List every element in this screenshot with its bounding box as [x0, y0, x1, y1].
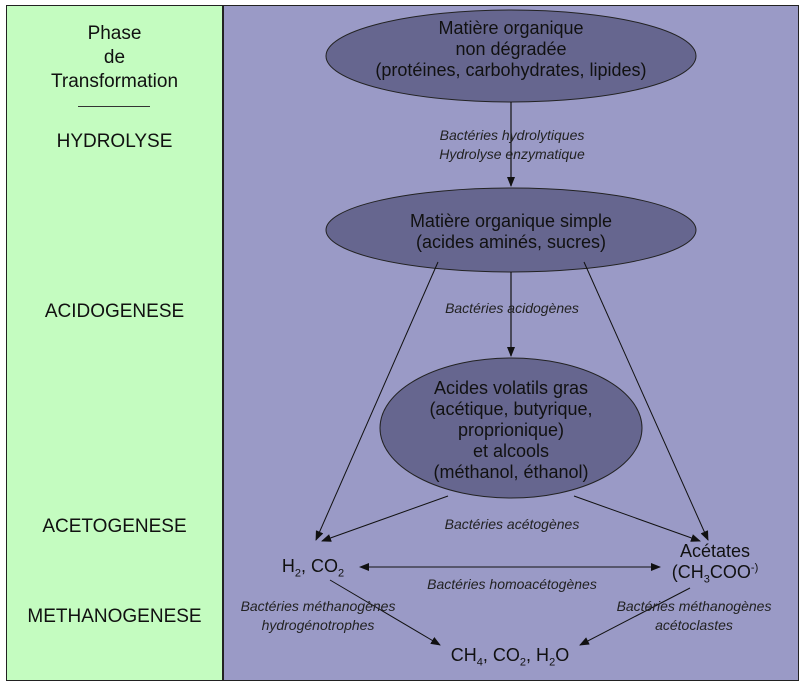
label-hydrolytic-line1: Bactéries hydrolytiques: [439, 127, 585, 143]
final-h2o-sub: 2: [549, 656, 556, 669]
node-organic-line1: Matière organique: [438, 18, 584, 38]
phase-title-line3: Transformation: [50, 71, 179, 92]
phase-column-title: Phase de Transformation: [6, 22, 223, 94]
acetates-label: Acétates: [679, 541, 751, 561]
product-acetates: Acétates (CH3COO-): [655, 541, 775, 586]
node-simple-line1: Matière organique simple: [409, 211, 613, 231]
final-co2-sub: 2: [519, 656, 527, 669]
arrow-volatile-to-acetates: [573, 495, 701, 542]
final-ch4-sub: 4: [476, 656, 483, 669]
arrow-h2-to-methane: [329, 579, 441, 646]
node-volatile-line4: et alcools: [472, 441, 550, 461]
phase-column: [6, 5, 223, 681]
h2-subscript: 2: [294, 567, 301, 580]
node-volatile-ellipse: [379, 357, 643, 499]
arrow-volatile-to-h2: [321, 495, 449, 542]
label-methano-hydrogenotrophic: Bactéries méthanogènes hydrogénotrophes: [218, 597, 418, 635]
node-volatile-line3: proprionique): [457, 420, 565, 440]
arrow-acetates-to-methane: [579, 587, 691, 646]
arrow-simple-to-acetates: [583, 261, 709, 541]
label-methano-acetoclastic: Bactéries méthanogènes acétoclastes: [594, 597, 794, 635]
acetates-formula: (CH3COO-): [655, 562, 775, 586]
node-organic-line2: non dégradée: [455, 39, 567, 59]
product-h2-co2: H2, CO2: [268, 556, 358, 580]
node-simple: Matière organique simple (acides aminés,…: [326, 211, 696, 253]
final-ch4: CH: [450, 645, 477, 665]
label-hydrolytic: Bactéries hydrolytiques Hydrolyse enzyma…: [392, 126, 632, 164]
phase-acidogenese: ACIDOGENESE: [44, 301, 185, 322]
h2-symbol: H: [281, 556, 295, 576]
label-methano-h-line2: hydrogénotrophes: [261, 617, 375, 633]
node-organic: Matière organique non dégradée (protéine…: [326, 18, 696, 81]
arrow-simple-to-h2: [315, 261, 439, 541]
product-final: CH4, CO2, H2O: [430, 645, 590, 669]
node-simple-line2: (acides aminés, sucres): [415, 232, 607, 252]
label-homoacetogenic: Bactéries homoacétogènes: [427, 576, 597, 592]
phase-title-line2: de: [103, 47, 126, 68]
label-acidogenic: Bactéries acidogènes: [445, 300, 579, 316]
label-hydrolytic-line2: Hydrolyse enzymatique: [439, 146, 585, 162]
phase-title-divider: [78, 106, 150, 107]
phase-title-line1: Phase: [87, 23, 142, 44]
node-organic-line3: (protéines, carbohydrates, lipides): [375, 60, 647, 80]
final-co2: , CO: [482, 645, 520, 665]
node-volatile: Acides volatils gras (acétique, butyriqu…: [380, 378, 642, 483]
final-h2o-o: O: [555, 645, 570, 665]
node-volatile-line2: (acétique, butyrique,: [429, 399, 593, 419]
acetates-formula-sub: 3: [703, 573, 710, 586]
label-methano-h-line1: Bactéries méthanogènes: [240, 598, 396, 614]
node-volatile-line5: (méthanol, éthanol): [433, 462, 589, 482]
acetates-formula-part1: (CH: [671, 562, 704, 582]
co2-subscript: 2: [338, 567, 345, 580]
phase-acetogenese: ACETOGENESE: [42, 516, 187, 537]
label-methano-a-line2: acétoclastes: [655, 617, 733, 633]
acetates-formula-part2: COO: [709, 562, 751, 582]
phase-methanogenese: METHANOGENESE: [27, 606, 202, 627]
co2-symbol: , CO: [300, 556, 338, 576]
node-volatile-line1: Acides volatils gras: [433, 378, 589, 398]
final-h2o-h: , H: [526, 645, 550, 665]
phase-hydrolyse: HYDROLYSE: [56, 131, 173, 152]
label-acetogenic: Bactéries acétogènes: [444, 516, 580, 532]
acetates-formula-sup: -): [750, 562, 759, 574]
label-methano-a-line1: Bactéries méthanogènes: [616, 598, 772, 614]
